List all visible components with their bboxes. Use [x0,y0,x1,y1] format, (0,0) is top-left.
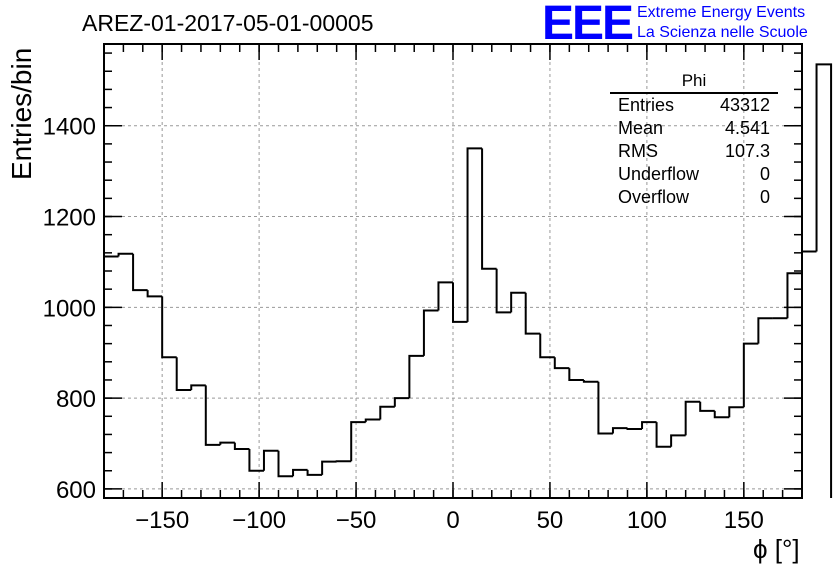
histogram-bin [568,368,584,381]
histogram-bin [801,250,817,274]
histogram-bin [262,449,279,471]
stats-row-entries: Entries 43312 [610,94,778,117]
stats-key: Overflow [618,187,690,207]
stats-key: Entries [618,95,675,115]
histogram-bin [204,385,221,446]
stats-title: Phi [610,70,778,94]
histogram-bin [786,272,802,319]
histogram-bin [597,381,613,435]
histogram-bin [277,450,294,478]
x-tick-label: −50 [336,507,377,534]
histogram-bin [161,296,177,359]
histogram-bin [292,468,308,477]
histogram-bin [582,379,599,383]
histogram-bin [713,410,730,419]
y-tick-label: 1000 [43,295,96,322]
y-tick-label: 1400 [43,114,96,141]
histogram-bin [306,469,323,476]
stats-key: Mean [618,118,664,138]
x-tick-label: 0 [446,507,459,534]
histogram-bin [641,421,657,429]
stats-key: RMS [618,141,658,161]
stats-row-mean: Mean 4.541 [610,117,778,140]
histogram-bin [364,418,381,423]
histogram-bin [146,290,163,298]
stats-value: 43312 [719,95,770,115]
logo-caption: Extreme Energy Events La Scienza nelle S… [637,3,808,43]
histogram-bin [117,252,134,257]
stats-box: Phi Entries 43312 Mean 4.541 RMS 107.3 U… [610,70,778,209]
stats-key: Underflow [618,164,700,184]
histogram-bin [233,442,250,450]
histogram-bin [175,357,192,391]
histogram-bin [539,333,555,359]
histogram-bin [553,357,570,370]
histogram-bin [815,63,833,498]
y-axis-label: Entries/bin [6,47,37,180]
histogram-bin [466,147,483,322]
histogram-bin [103,255,119,498]
stats-row-rms: RMS 107.3 [610,140,778,163]
histogram-bin [379,405,395,420]
histogram-bin [393,397,410,407]
x-axis-label: ϕ [°] [753,534,800,564]
histogram-bin [452,282,468,323]
y-tick-label: 600 [56,477,96,504]
histogram-bin [655,422,672,448]
histogram-bin [611,427,628,434]
stats-value: 107.3 [724,141,770,161]
eee-logo: EEE [542,0,634,50]
histogram-bin [190,384,206,390]
stats-value: 4.541 [724,118,770,138]
histogram-bin [495,268,512,314]
stats-value: 0 [759,164,770,184]
x-tick-label: 100 [627,507,667,534]
chart-title: AREZ-01-2017-05-01-00005 [82,10,374,36]
histogram-bin [132,253,148,292]
histogram-bin [437,281,453,311]
histogram-bin [422,309,439,356]
y-tick-label: 800 [56,386,96,413]
histogram-bin [350,421,366,462]
x-tick-label: −150 [135,507,189,534]
histogram-bin [670,434,686,447]
histogram-bin [524,292,541,335]
logo-line-1: Extreme Energy Events [637,4,806,21]
x-tick-label: −100 [232,507,286,534]
logo-line-2: La Scienza nelle Scuole [637,24,808,41]
stats-row-underflow: Underflow 0 [610,163,778,186]
histogram-bin [626,427,643,430]
histogram-bin [321,460,337,475]
stats-row-overflow: Overflow 0 [610,186,778,209]
histogram-bin [219,441,235,445]
stats-value: 0 [759,187,770,207]
histogram-bin [481,148,497,270]
histogram-bin [510,291,526,313]
x-tick-label: 150 [724,507,764,534]
histogram-bin [728,406,744,418]
histogram-bin [742,342,759,408]
histogram-bin [408,354,424,399]
histogram-bin [757,317,773,344]
histogram-bin [684,400,701,436]
histogram-bin [248,448,264,472]
x-tick-label: 50 [537,507,564,534]
y-tick-label: 1200 [43,205,96,232]
histogram-bin [699,401,715,412]
